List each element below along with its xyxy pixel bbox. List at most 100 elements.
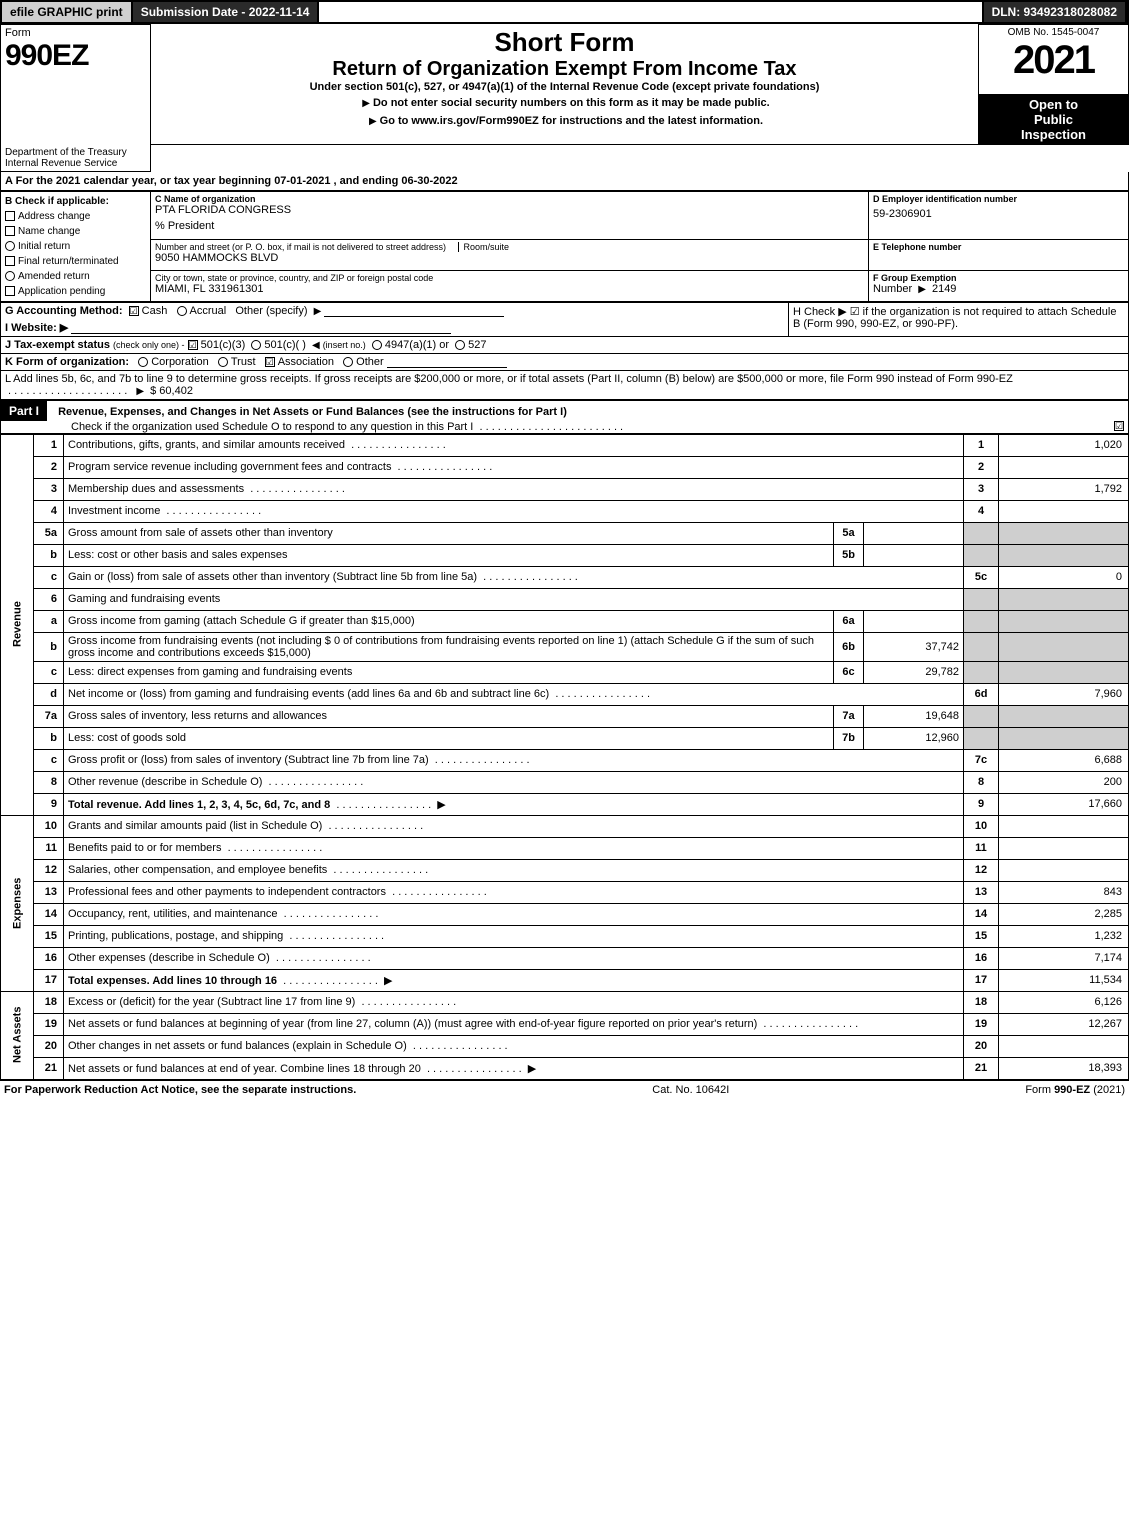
line-number: 21 [34, 1057, 64, 1079]
line-number: 8 [34, 771, 64, 793]
subline-amount [864, 610, 964, 632]
line-ref: 4 [964, 500, 999, 522]
section-a-calendar-year: A For the 2021 calendar year, or tax yea… [0, 172, 1129, 191]
line-ref: 5c [964, 566, 999, 588]
line-desc: Salaries, other compensation, and employ… [64, 859, 964, 881]
chk-501c3[interactable]: ☑ [188, 340, 198, 350]
line-ref: 6d [964, 683, 999, 705]
subline-amount: 37,742 [864, 632, 964, 661]
line-row: Revenue1Contributions, gifts, grants, an… [1, 434, 1129, 456]
line-number: 13 [34, 881, 64, 903]
line-row: 11Benefits paid to or for members . . . … [1, 837, 1129, 859]
chk-name-change[interactable] [5, 226, 15, 236]
part-i-check-text: Check if the organization used Schedule … [71, 421, 473, 433]
subtitle: Under section 501(c), 527, or 4947(a)(1)… [155, 81, 974, 93]
line-desc: Grants and similar amounts paid (list in… [64, 815, 964, 837]
chk-application-pending[interactable] [5, 286, 15, 296]
line-row: cGain or (loss) from sale of assets othe… [1, 566, 1129, 588]
line-number: 19 [34, 1013, 64, 1035]
line-amount: 7,174 [999, 947, 1129, 969]
line-number: b [34, 544, 64, 566]
omb-number: OMB No. 1545-0047 [983, 27, 1124, 38]
chk-501c[interactable] [251, 340, 261, 350]
chk-amended-return[interactable] [5, 271, 15, 281]
line-row: 3Membership dues and assessments . . . .… [1, 478, 1129, 500]
line-ref: 12 [964, 859, 999, 881]
line-row: 16Other expenses (describe in Schedule O… [1, 947, 1129, 969]
box-k-label: K Form of organization: [5, 356, 129, 368]
chk-trust[interactable] [218, 357, 228, 367]
line-amount [999, 859, 1129, 881]
box-c-label: C Name of organization [155, 194, 256, 204]
line-number: 9 [34, 793, 64, 815]
line-ref: 8 [964, 771, 999, 793]
line-desc: Program service revenue including govern… [64, 456, 964, 478]
line-amount: 12,267 [999, 1013, 1129, 1035]
amount-shaded [999, 544, 1129, 566]
subline-label: 7a [834, 705, 864, 727]
city-state-zip: MIAMI, FL 331961301 [155, 283, 864, 295]
chk-accrual[interactable] [177, 306, 187, 316]
street: 9050 HAMMOCKS BLVD [155, 252, 864, 264]
line-ref-shaded [964, 610, 999, 632]
line-row: 2Program service revenue including gover… [1, 456, 1129, 478]
line-ref: 20 [964, 1035, 999, 1057]
box-f-label: F Group Exemption [873, 273, 957, 283]
chk-final-return[interactable] [5, 256, 15, 266]
chk-assoc[interactable]: ☑ [265, 357, 275, 367]
box-d-label: D Employer identification number [873, 194, 1017, 204]
subline-amount: 12,960 [864, 727, 964, 749]
line-desc: Gross sales of inventory, less returns a… [64, 705, 834, 727]
line-ref: 13 [964, 881, 999, 903]
line-row: 21Net assets or fund balances at end of … [1, 1057, 1129, 1079]
part-i-label: Part I [1, 401, 47, 421]
line-amount: 6,688 [999, 749, 1129, 771]
pct-president: % President [155, 220, 864, 232]
line-desc: Total expenses. Add lines 10 through 16 … [64, 969, 964, 991]
line-desc: Gaming and fundraising events [64, 588, 964, 610]
chk-initial-return[interactable] [5, 241, 15, 251]
chk-cash[interactable]: ☑ [129, 306, 139, 316]
subline-label: 5a [834, 522, 864, 544]
form-word: Form [5, 27, 146, 39]
efile-graphic-print: efile GRAPHIC print [2, 2, 133, 22]
line-amount: 18,393 [999, 1057, 1129, 1079]
line-desc: Net income or (loss) from gaming and fun… [64, 683, 964, 705]
line-number: a [34, 610, 64, 632]
line-desc: Membership dues and assessments . . . . … [64, 478, 964, 500]
line-number: 15 [34, 925, 64, 947]
line-ref-shaded [964, 727, 999, 749]
line-amount [999, 1035, 1129, 1057]
line-number: 5a [34, 522, 64, 544]
room-suite-label: Room/suite [458, 242, 509, 252]
line-ref: 14 [964, 903, 999, 925]
line-amount [999, 456, 1129, 478]
line-desc: Occupancy, rent, utilities, and maintena… [64, 903, 964, 925]
box-i-label: I Website: ▶ [5, 322, 68, 334]
line-row: Net Assets18Excess or (deficit) for the … [1, 991, 1129, 1013]
chk-other-org[interactable] [343, 357, 353, 367]
line-row: 20Other changes in net assets or fund ba… [1, 1035, 1129, 1057]
top-bar: efile GRAPHIC print Submission Date - 20… [0, 0, 1129, 24]
chk-address-change[interactable] [5, 211, 15, 221]
chk-527[interactable] [455, 340, 465, 350]
line-number: 3 [34, 478, 64, 500]
line-amount [999, 500, 1129, 522]
line-amount: 1,792 [999, 478, 1129, 500]
footer-left: For Paperwork Reduction Act Notice, see … [4, 1084, 356, 1096]
line-desc: Printing, publications, postage, and shi… [64, 925, 964, 947]
goto-link[interactable]: Go to www.irs.gov/Form990EZ for instruct… [380, 115, 763, 127]
line-ref-shaded [964, 522, 999, 544]
line-number: 20 [34, 1035, 64, 1057]
line-amount [999, 815, 1129, 837]
line-ref: 11 [964, 837, 999, 859]
chk-4947[interactable] [372, 340, 382, 350]
line-ref: 16 [964, 947, 999, 969]
chk-schedule-o[interactable]: ☑ [1114, 421, 1124, 431]
amount-shaded [999, 705, 1129, 727]
line-desc: Less: direct expenses from gaming and fu… [64, 661, 834, 683]
amount-shaded [999, 522, 1129, 544]
line-number: 1 [34, 434, 64, 456]
chk-corp[interactable] [138, 357, 148, 367]
line-row: cLess: direct expenses from gaming and f… [1, 661, 1129, 683]
